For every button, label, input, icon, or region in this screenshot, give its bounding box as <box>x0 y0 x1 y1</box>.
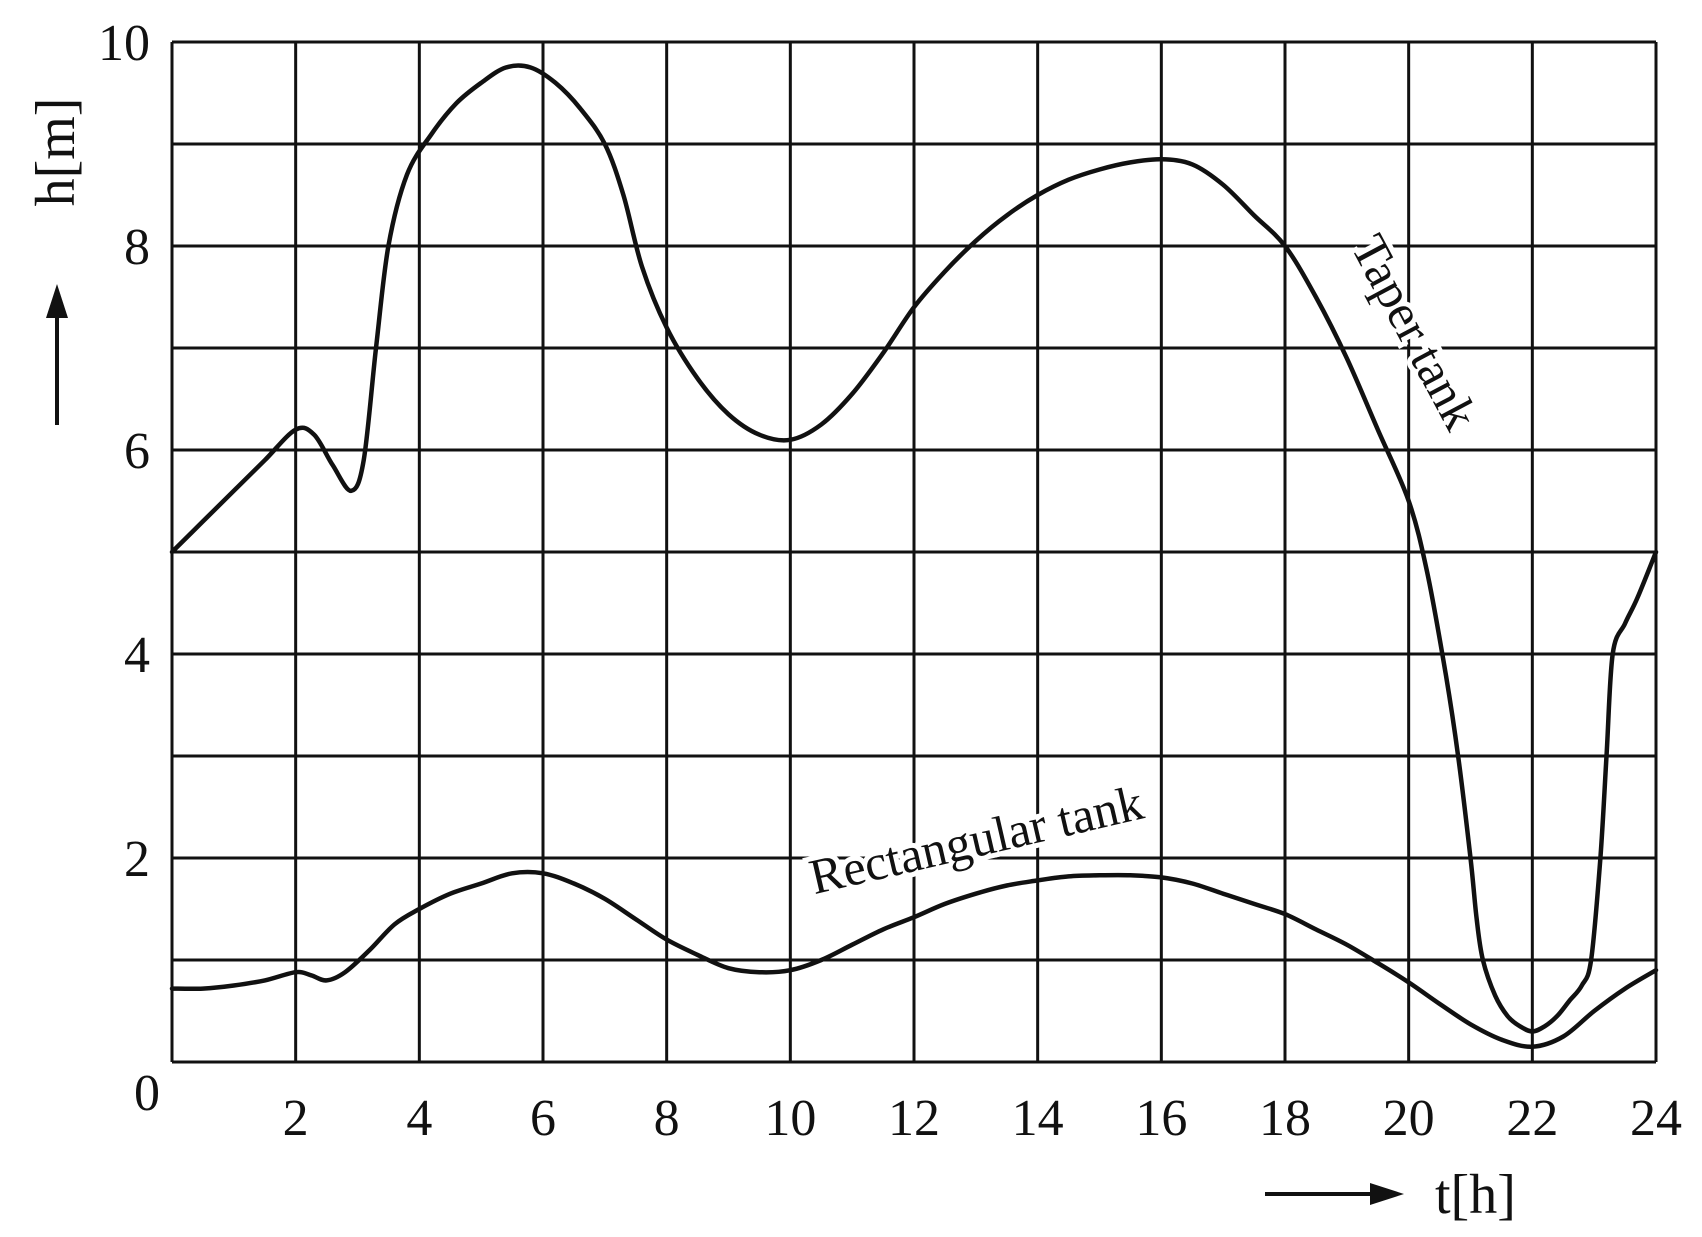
x-axis-title: t[h] <box>1265 1164 1516 1226</box>
y-tick-label: 2 <box>124 831 150 888</box>
x-tick-label: 14 <box>1012 1090 1064 1147</box>
x-tick-label: 18 <box>1259 1090 1311 1147</box>
y-axis-title: h[m] <box>25 98 87 425</box>
x-tick-label: 16 <box>1135 1090 1187 1147</box>
x-tick-label: 4 <box>406 1090 432 1147</box>
y-tick-label: 4 <box>124 627 150 684</box>
series-label-taper-tank: Taper tank <box>1341 225 1490 438</box>
series-lines <box>169 63 1659 1049</box>
origin-label: 0 <box>134 1065 160 1122</box>
x-axis-arrow-head <box>1370 1183 1404 1205</box>
y-tick-label: 6 <box>124 423 150 480</box>
x-tick-label: 6 <box>530 1090 556 1147</box>
x-tick-label: 20 <box>1383 1090 1435 1147</box>
y-tick-label: 10 <box>98 15 150 72</box>
y-axis-label: h[m] <box>25 98 87 207</box>
y-tick-label: 8 <box>124 219 150 276</box>
x-tick-label: 24 <box>1630 1090 1682 1147</box>
x-tick-label: 8 <box>654 1090 680 1147</box>
x-axis-label: t[h] <box>1435 1164 1516 1226</box>
x-tick-label: 12 <box>888 1090 940 1147</box>
x-tick-label: 10 <box>764 1090 816 1147</box>
y-axis-arrow-head <box>46 284 68 318</box>
series-line-rectangular-tank <box>169 869 1659 1049</box>
grid-lines <box>170 40 1658 1064</box>
x-tick-label: 2 <box>283 1090 309 1147</box>
x-tick-label: 22 <box>1506 1090 1558 1147</box>
series-label-rectangular-tank: Rectangular tank <box>804 774 1148 905</box>
series-line-taper-tank <box>169 63 1659 1034</box>
